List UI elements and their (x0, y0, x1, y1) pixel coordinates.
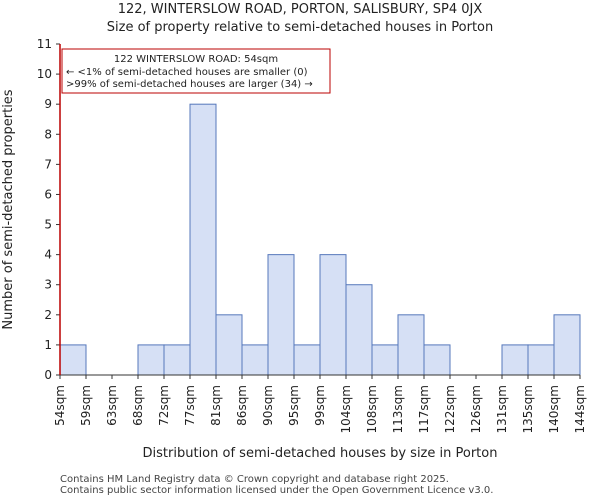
footer-copyright: Contains HM Land Registry data © Crown c… (60, 474, 449, 485)
x-axis-label: Distribution of semi-detached houses by … (143, 446, 498, 461)
x-tick-label: 59sqm (79, 385, 93, 426)
x-tick-label: 144sqm (573, 385, 587, 433)
y-axis-label: Number of semi-detached properties (1, 89, 16, 329)
chart-subtitle: Size of property relative to semi-detach… (106, 20, 494, 35)
x-tick-label: 95sqm (287, 385, 301, 426)
x-tick-label: 104sqm (339, 385, 353, 433)
x-tick-label: 99sqm (313, 385, 327, 426)
x-tick-label: 117sqm (417, 385, 431, 433)
annotation-larger: >99% of semi-detached houses are larger … (66, 79, 313, 90)
bar-140sqm (553, 314, 581, 376)
y-tick-label: 10 (37, 67, 52, 81)
x-tick-label: 63sqm (105, 385, 119, 426)
y-tick-label: 0 (44, 368, 52, 382)
y-tick-label: 11 (37, 37, 52, 51)
y-tick-label: 9 (44, 97, 52, 111)
x-tick-label: 86sqm (235, 385, 249, 426)
y-tick-label: 2 (44, 308, 52, 322)
x-tick-label: 90sqm (261, 385, 275, 426)
x-tick-label: 68sqm (131, 385, 145, 426)
y-tick-label: 5 (44, 218, 52, 232)
bar-113sqm (397, 314, 425, 376)
y-tick-label: 1 (44, 338, 52, 352)
bar-77sqm (189, 103, 217, 376)
bar-108sqm (371, 344, 399, 376)
x-tick-label: 113sqm (391, 385, 405, 433)
y-tick-label: 8 (44, 127, 52, 141)
x-tick-label: 135sqm (521, 385, 535, 433)
annotation-title: 122 WINTERSLOW ROAD: 54sqm (114, 54, 278, 65)
x-tick-label: 131sqm (495, 385, 509, 433)
x-tick-label: 81sqm (209, 385, 223, 426)
bar-104sqm (345, 284, 373, 376)
x-tick-label: 72sqm (157, 385, 171, 426)
y-tick-label: 3 (44, 278, 52, 292)
annotation-box (61, 48, 331, 94)
bar-68sqm (137, 344, 165, 376)
y-tick-label: 7 (44, 157, 52, 171)
bar-99sqm (319, 254, 347, 376)
y-tick-label: 4 (44, 248, 52, 262)
bar-54sqm (59, 344, 87, 376)
bar-90sqm (267, 254, 295, 376)
bar-131sqm (501, 344, 529, 376)
bar-72sqm (163, 344, 191, 376)
x-tick-label: 126sqm (469, 385, 483, 433)
x-tick-label: 54sqm (53, 385, 67, 426)
bar-117sqm (423, 344, 451, 376)
bar-95sqm (293, 344, 321, 376)
bar-86sqm (241, 344, 269, 376)
x-tick-label: 122sqm (443, 385, 457, 433)
footer-licence: Contains public sector information licen… (60, 485, 494, 496)
x-tick-label: 108sqm (365, 385, 379, 433)
x-tick-label: 140sqm (547, 385, 561, 433)
bar-81sqm (215, 314, 243, 376)
bar-135sqm (527, 344, 555, 376)
chart-title: 122, WINTERSLOW ROAD, PORTON, SALISBURY,… (117, 2, 483, 17)
x-tick-label: 77sqm (183, 385, 197, 426)
y-tick-label: 6 (44, 187, 52, 201)
annotation-smaller: ← <1% of semi-detached houses are smalle… (66, 67, 308, 78)
